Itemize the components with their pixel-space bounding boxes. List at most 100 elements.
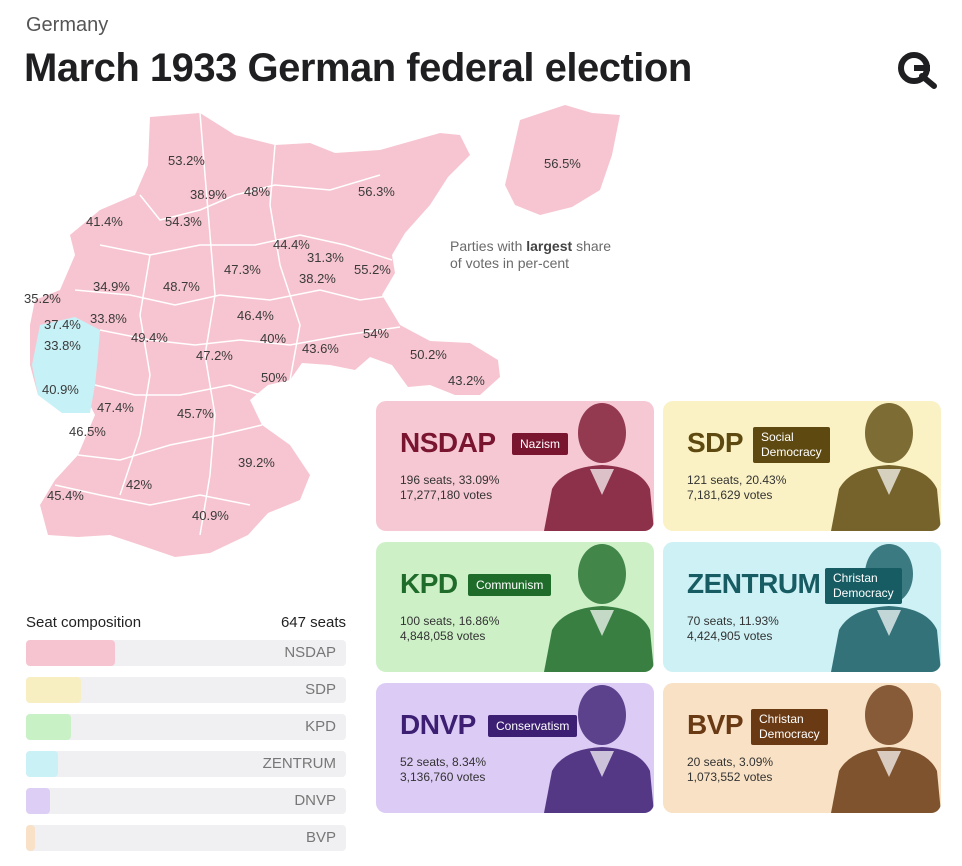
map-note-bold: largest xyxy=(526,238,573,254)
seat-bar-dnvp: DNVP xyxy=(26,788,346,814)
magnifier-logo-icon xyxy=(898,52,937,89)
party-name: KPD xyxy=(400,568,458,599)
map-note: Parties with largest share of votes in p… xyxy=(450,238,620,272)
party-votes: 1,073,552 votes xyxy=(687,770,773,784)
region-label: 44.4% xyxy=(273,237,310,252)
region-label: 55.2% xyxy=(354,262,391,277)
portrait-icon xyxy=(544,403,654,531)
party-card-dnvp: DNVP Conservatism 52 seats, 8.34% 3,136,760… xyxy=(376,683,654,813)
region-label: 49.4% xyxy=(131,330,168,345)
seat-bar-fill xyxy=(26,751,58,777)
seat-bar-fill xyxy=(26,825,36,851)
region-label: 33.8% xyxy=(90,311,127,326)
region-label: 38.2% xyxy=(299,271,336,286)
region-label: 47.3% xyxy=(224,262,261,277)
region-label: 40.9% xyxy=(42,382,79,397)
region-label: 50% xyxy=(261,370,288,385)
region-label: 43.2% xyxy=(448,373,485,388)
party-votes: 3,136,760 votes xyxy=(400,770,486,784)
region-label: 33.8% xyxy=(44,338,81,353)
party-card-zentrum: ZENTRUM Christan Democracy 70 seats, 11.93%… xyxy=(663,542,941,672)
ideology-tag: Christan Democracy xyxy=(751,709,828,745)
region-label: 38.9% xyxy=(190,187,227,202)
seat-bar-label: BVP xyxy=(305,829,336,846)
portrait-icon xyxy=(544,544,654,672)
region-label: 53.2% xyxy=(168,153,205,168)
region-label: 42% xyxy=(126,477,153,492)
region-label: 37.4% xyxy=(44,317,81,332)
region-label: 45.4% xyxy=(47,488,84,503)
ideology-tag: Communism xyxy=(468,574,552,596)
party-name: SDP xyxy=(687,427,744,458)
ideology-tag: Social Democracy xyxy=(753,427,830,463)
party-seats: 100 seats, 16.86% xyxy=(400,614,500,628)
region-label: 39.2% xyxy=(238,455,275,470)
party-seats: 196 seats, 33.09% xyxy=(400,473,500,487)
total-seats-label: 647 seats xyxy=(280,614,346,631)
region-label: 54.3% xyxy=(165,214,202,229)
party-name: BVP xyxy=(687,709,744,740)
seat-bar-fill xyxy=(26,640,115,666)
party-votes: 7,181,629 votes xyxy=(687,488,773,502)
region-label: 47.4% xyxy=(97,400,134,415)
portrait-icon xyxy=(831,544,941,672)
region-label: 48% xyxy=(244,184,271,199)
party-name: ZENTRUM xyxy=(687,568,821,599)
ideology-tag: Christan Democracy xyxy=(825,568,902,604)
party-seats: 70 seats, 11.93% xyxy=(687,614,779,628)
seat-bar-label: SDP xyxy=(305,681,336,698)
region-label: 35.2% xyxy=(24,291,61,306)
seat-bar-kpd: KPD xyxy=(26,714,346,740)
party-card-sdp: SDP Social Democracy 121 seats, 20.43% 7,181… xyxy=(663,401,941,531)
region-label: 46.5% xyxy=(69,424,106,439)
party-name: DNVP xyxy=(400,709,476,740)
seat-bar-label: ZENTRUM xyxy=(262,755,336,772)
party-seats: 52 seats, 8.34% xyxy=(400,755,487,769)
party-seats: 20 seats, 3.09% xyxy=(687,755,774,769)
seat-bar-zentrum: ZENTRUM xyxy=(26,751,346,777)
party-card-nsdap: NSDAP Nazism 196 seats, 33.09% 17,277,180 v… xyxy=(376,401,654,531)
party-votes: 4,424,905 votes xyxy=(687,629,773,643)
page-title: March 1933 German federal election xyxy=(24,46,692,90)
seat-bar-bvp: BVP xyxy=(26,825,346,851)
portrait-icon xyxy=(544,685,654,813)
seat-bar-fill xyxy=(26,714,72,740)
region-label: 34.9% xyxy=(93,279,130,294)
region-label: 41.4% xyxy=(86,214,123,229)
region-label: 54% xyxy=(363,326,390,341)
region-label: 50.2% xyxy=(410,347,447,362)
portrait-icon xyxy=(831,685,941,813)
party-name: NSDAP xyxy=(400,427,496,458)
party-seats: 121 seats, 20.43% xyxy=(687,473,787,487)
region-label: 48.7% xyxy=(163,279,200,294)
page-kicker: Germany xyxy=(26,14,109,36)
region-label: 56.3% xyxy=(358,184,395,199)
seat-bar-label: KPD xyxy=(305,718,336,735)
seat-bar-fill xyxy=(26,788,50,814)
germany-map-shape xyxy=(30,105,620,557)
seat-bar-nsdap: NSDAP xyxy=(26,640,346,666)
party-votes: 17,277,180 votes xyxy=(400,488,493,502)
region-label: 40% xyxy=(260,331,287,346)
map-note-prefix: Parties with xyxy=(450,238,527,254)
seat-bar-label: NSDAP xyxy=(284,644,336,661)
seat-bar-sdp: SDP xyxy=(26,677,346,703)
party-votes: 4,848,058 votes xyxy=(400,629,486,643)
region-label: 56.5% xyxy=(544,156,581,171)
party-card-kpd: KPD Communism 100 seats, 16.86% 4,848,058 v… xyxy=(376,542,654,672)
seat-composition-title: Seat composition xyxy=(26,614,142,631)
seat-composition-header: Seat composition 647 seats xyxy=(26,614,346,631)
region-label: 40.9% xyxy=(192,508,229,523)
region-label: 47.2% xyxy=(196,348,233,363)
region-label: 43.6% xyxy=(302,341,339,356)
ideology-tag: Nazism xyxy=(512,433,569,455)
region-label: 45.7% xyxy=(177,406,214,421)
map-note-suffix: share of votes in per-cent xyxy=(450,238,612,271)
election-map: 53.2% 38.9% 48% 56.3% 56.5% 41.4% 54.3% … xyxy=(0,95,640,565)
portrait-icon xyxy=(831,403,941,531)
seat-bar-label: DNVP xyxy=(294,792,336,809)
ideology-tag: Conservatism xyxy=(488,715,578,737)
seat-bar-fill xyxy=(26,677,81,703)
region-label: 31.3% xyxy=(307,250,344,265)
region-label: 46.4% xyxy=(237,308,274,323)
